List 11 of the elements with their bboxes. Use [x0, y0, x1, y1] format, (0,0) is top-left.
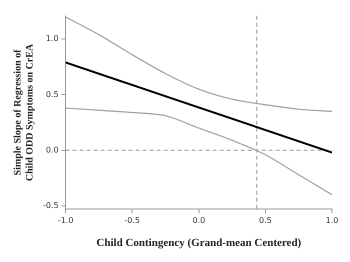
y-tick-label: 0.5	[46, 90, 59, 99]
y-tick-label: -0.5	[43, 200, 59, 210]
x-tick-label: 0.5	[259, 216, 272, 226]
x-tick-label: -1.0	[58, 216, 74, 226]
x-tick-label: 0.0	[192, 216, 206, 226]
y-tick-label: 1.0	[46, 34, 59, 44]
x-axis-title: Child Contingency (Grand-mean Centered)	[96, 237, 302, 250]
y-tick-label: 0.0	[46, 145, 59, 154]
x-tick-label: 1.0	[326, 216, 338, 226]
y-axis-title: Simple Slope of Regression of Child ODD Symptoms on CrEA	[12, 43, 36, 182]
x-tick-label: -0.5	[124, 216, 140, 226]
